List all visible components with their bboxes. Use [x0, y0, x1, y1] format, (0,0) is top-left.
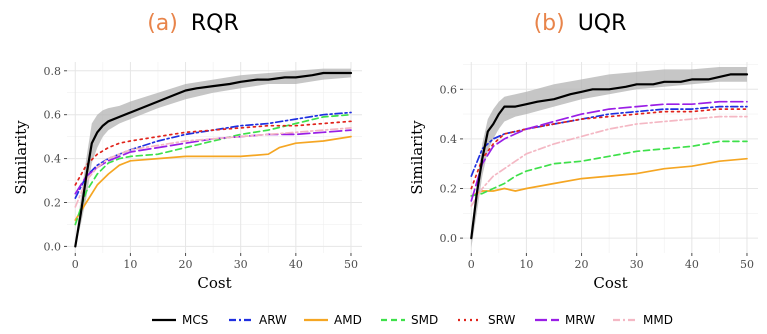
series-line-mrw	[470, 100, 748, 202]
y-tick-label: 0.6	[44, 109, 62, 122]
x-tick-label: 30	[234, 258, 248, 271]
chart-panel-uqr: 0 10 20 30 40 50 0.0 0.2 0.4 0.6 Cost Similarity	[408, 62, 758, 292]
panel-b-label: (b)	[534, 11, 565, 36]
series-line-smd	[74, 113, 352, 226]
legend-item-mcs: MCS	[152, 313, 208, 327]
y-axis-label: Similarity	[408, 120, 426, 195]
legend-item-smd: SMD	[381, 313, 438, 327]
series-line-srw	[74, 120, 352, 186]
x-tick-label: 10	[123, 258, 137, 271]
legend-item-arw: ARW	[229, 313, 287, 327]
legend-label: MMD	[643, 313, 673, 327]
y-tick-label: 0.8	[44, 65, 62, 78]
legend-item-mmd: MMD	[613, 313, 673, 327]
y-axis-label: Similarity	[12, 120, 30, 195]
series-line-amd	[470, 157, 748, 197]
y-tick-label: 0.4	[44, 153, 62, 166]
x-tick-label: 20	[179, 258, 193, 271]
y-tick-label: 0.4	[440, 133, 458, 146]
series-line-smd	[470, 140, 748, 197]
y-tick-label: 0.0	[440, 232, 458, 245]
series-line-mcs	[470, 73, 749, 240]
x-tick-label: 40	[289, 258, 303, 271]
legend-item-srw: SRW	[458, 313, 515, 327]
legend-label: SRW	[488, 313, 515, 327]
series-line-arw	[470, 105, 748, 177]
legend: MCS ARW AMD SMD SRW MRW MMD	[152, 313, 673, 327]
x-axis-label: Cost	[593, 274, 627, 292]
y-tick-label: 0.2	[440, 183, 458, 196]
series-line-mmd	[470, 115, 748, 207]
panel-b-title: (b) UQR	[534, 11, 627, 36]
x-tick-label: 50	[344, 258, 358, 271]
x-tick-label: 50	[740, 258, 754, 271]
legend-item-mrw: MRW	[535, 313, 595, 327]
panel-a-title: (a) RQR	[147, 11, 239, 36]
y-tick-label: 0.0	[44, 240, 62, 253]
x-axis-label: Cost	[197, 274, 231, 292]
x-tick-label: 30	[630, 258, 644, 271]
chart-panel-rqr: 0 10 20 30 40 50 0.0 0.2 0.4 0.6 0.8 Cost Similarity	[12, 62, 362, 292]
x-tick-label: 0	[72, 258, 79, 271]
legend-label: SMD	[411, 313, 438, 327]
panel-a-label: (a)	[147, 11, 178, 36]
series-line-arw	[74, 111, 352, 199]
legend-label: MRW	[565, 313, 595, 327]
x-tick-label: 10	[519, 258, 533, 271]
legend-label: MCS	[182, 313, 208, 327]
x-tick-label: 40	[685, 258, 699, 271]
panel-b-name: UQR	[578, 11, 627, 36]
x-tick-label: 0	[468, 258, 475, 271]
panel-a-name: RQR	[191, 11, 239, 36]
y-tick-label: 0.6	[440, 83, 458, 96]
y-tick-label: 0.2	[44, 197, 62, 210]
legend-label: AMD	[334, 313, 362, 327]
legend-item-amd: AMD	[304, 313, 362, 327]
mcs-confidence-band	[75, 68, 352, 247]
legend-label: ARW	[259, 313, 287, 327]
x-tick-label: 20	[575, 258, 589, 271]
series-line-mcs	[74, 71, 353, 248]
series-line-mmd	[74, 127, 352, 208]
series-line-amd	[74, 135, 352, 221]
